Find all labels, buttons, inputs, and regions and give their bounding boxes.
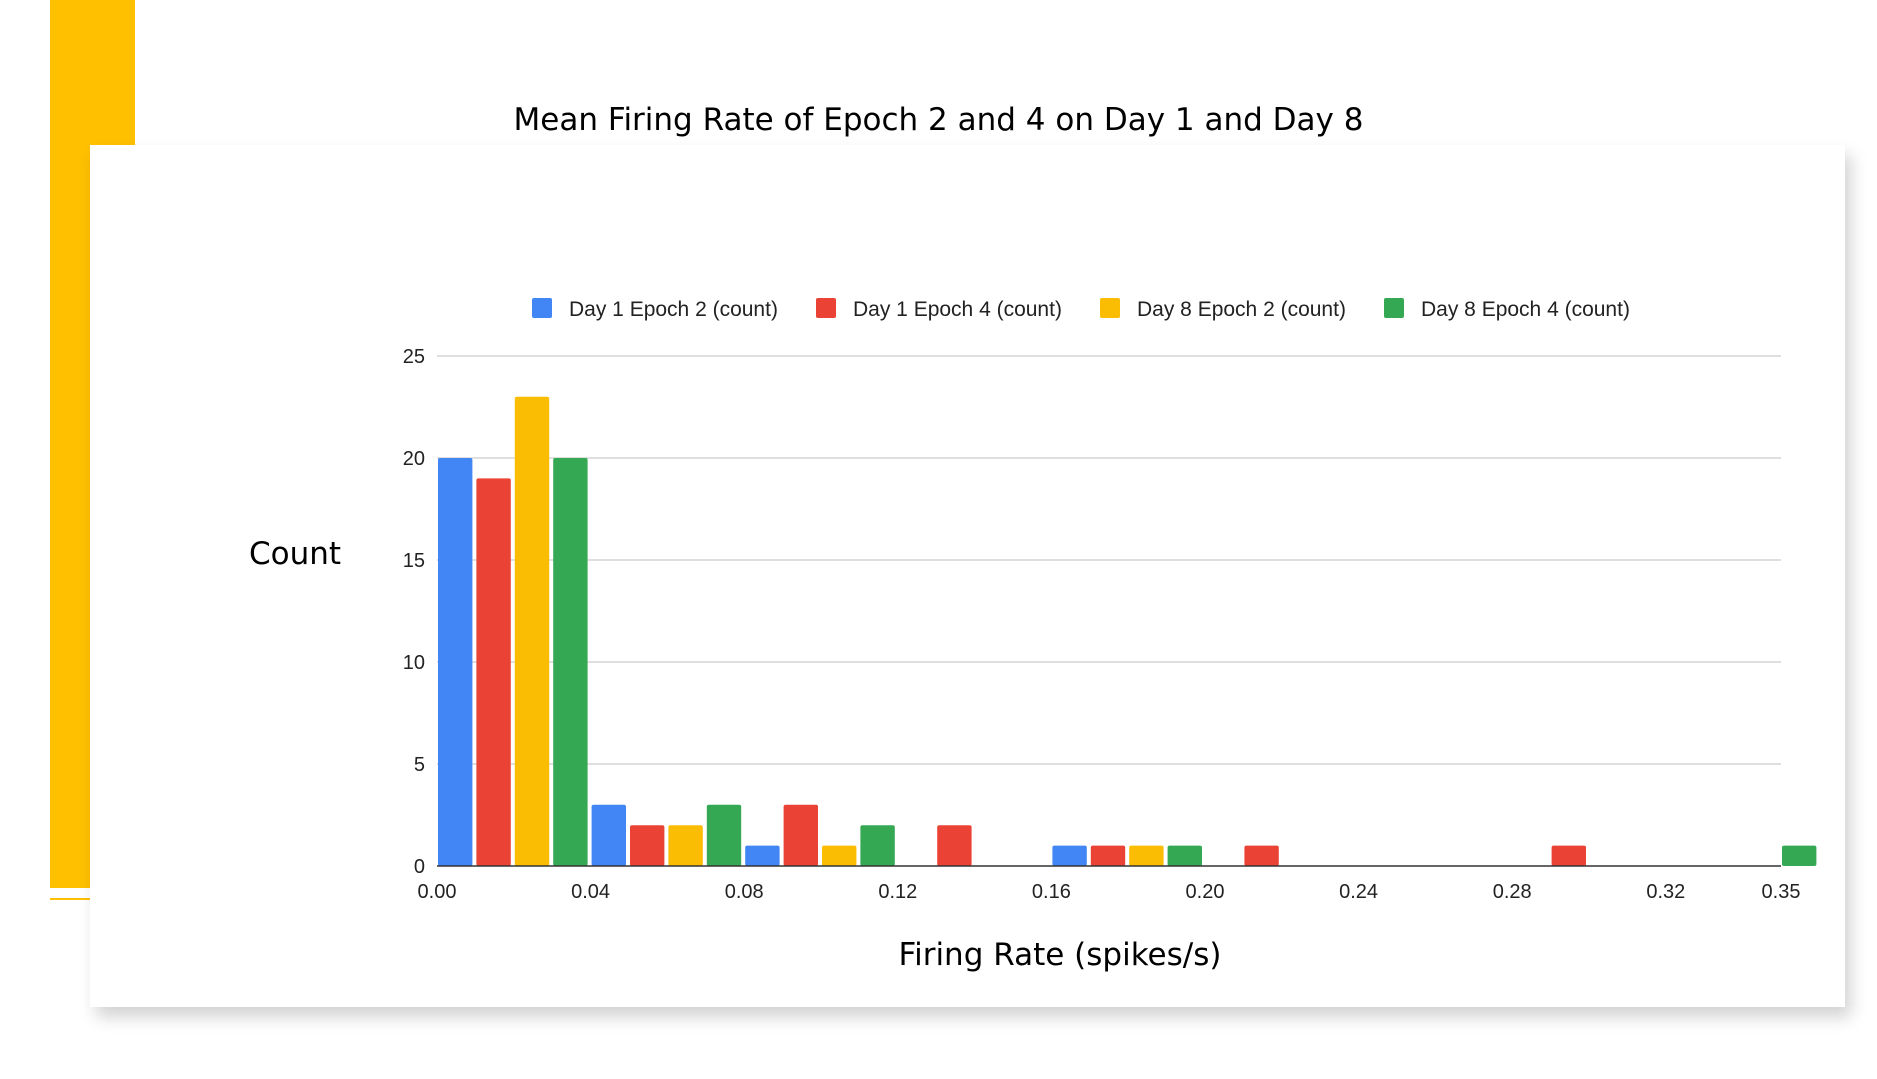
bar-series-4-bin-0.16 xyxy=(1167,845,1202,866)
y-tick-label: 25 xyxy=(403,346,425,368)
chart-title: Mean Firing Rate of Epoch 2 and 4 on Day… xyxy=(513,102,1364,138)
legend-label-1: Day 1 Epoch 2 (count) xyxy=(569,298,778,321)
bar-series-2-bin-0.16 xyxy=(1090,845,1126,866)
x-tick-label: 0.00 xyxy=(418,881,457,903)
x-tick-label: 0.32 xyxy=(1646,881,1685,903)
bar-series-3-bin-0.00 xyxy=(514,396,550,866)
legend-swatch-1 xyxy=(532,298,552,318)
legend-swatch-4 xyxy=(1384,298,1404,318)
x-tick-label: 0.12 xyxy=(878,881,917,903)
x-tick-label: 0.35 xyxy=(1762,881,1801,903)
x-tick-label: 0.04 xyxy=(571,881,610,903)
x-tick-label: 0.24 xyxy=(1339,881,1378,903)
x-tick-label: 0.16 xyxy=(1032,881,1071,903)
bar-series-3-bin-0.16 xyxy=(1129,845,1164,866)
bar-series-2-bin-0.20 xyxy=(1244,845,1279,866)
y-tick-label: 15 xyxy=(403,550,425,572)
bar-series-1-bin-0.16 xyxy=(1052,845,1087,866)
axes: 0 5 10 15 20 25 0.00 0.04 0.08 0.12 0.16 0.20 0.24 0.… xyxy=(403,346,1801,903)
y-tick-label: 10 xyxy=(403,652,425,674)
bar-series-4-bin-0.08 xyxy=(860,825,895,866)
x-tick-label: 0.28 xyxy=(1493,881,1532,903)
bar-series-3-bin-0.04 xyxy=(668,825,703,866)
legend-label-4: Day 8 Epoch 4 (count) xyxy=(1421,298,1630,321)
grid-lines xyxy=(437,355,1781,765)
x-axis-title: Firing Rate (spikes/s) xyxy=(898,937,1222,973)
bar-series-2-bin-0.28 xyxy=(1551,845,1586,866)
bar-series-1-bin-0.08 xyxy=(745,845,780,866)
y-axis-title: Count xyxy=(248,536,342,572)
bar-series-4-bin-0.32 xyxy=(1782,845,1817,866)
legend: Day 1 Epoch 2 (count) Day 1 Epoch 4 (coun… xyxy=(532,298,1630,321)
legend-swatch-2 xyxy=(816,298,836,318)
x-tick-label: 0.20 xyxy=(1186,881,1225,903)
bar-series-2-bin-0.04 xyxy=(630,825,665,866)
legend-label-2: Day 1 Epoch 4 (count) xyxy=(853,298,1062,321)
bar-series-4-bin-0.04 xyxy=(706,804,742,866)
bar-series-2-bin-0.08 xyxy=(783,804,818,866)
bar-series-2-bin-0.00 xyxy=(476,478,511,866)
bar-series-4-bin-0.00 xyxy=(553,458,588,866)
bar-series-1-bin-0.04 xyxy=(591,804,626,866)
legend-label-3: Day 8 Epoch 2 (count) xyxy=(1137,298,1346,321)
y-tick-label: 0 xyxy=(414,856,425,878)
bars xyxy=(438,396,1817,866)
bar-series-2-bin-0.12 xyxy=(937,825,972,866)
bar-series-3-bin-0.08 xyxy=(822,845,857,866)
y-tick-label: 5 xyxy=(414,754,425,776)
y-tick-label: 20 xyxy=(403,448,425,470)
x-tick-label: 0.08 xyxy=(725,881,764,903)
legend-swatch-3 xyxy=(1100,298,1120,318)
bar-series-1-bin-0.00 xyxy=(438,458,473,866)
